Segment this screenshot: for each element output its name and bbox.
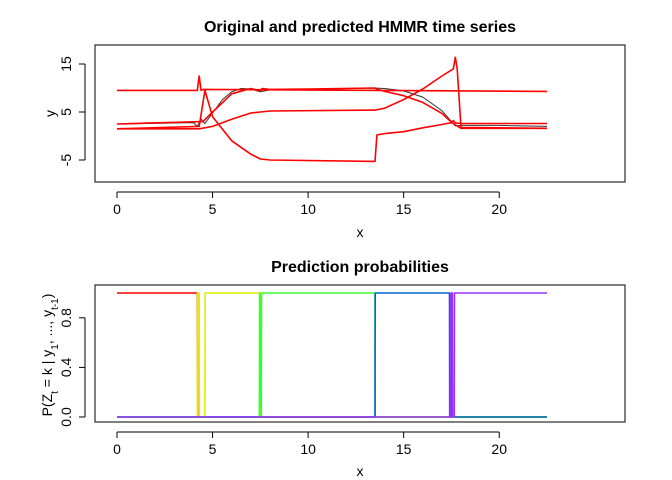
plot-frame bbox=[94, 284, 626, 423]
chart-title: Original and predicted HMMR time series bbox=[204, 19, 516, 36]
x-axis-label: x bbox=[357, 224, 364, 240]
y-tick-label: 15 bbox=[58, 56, 74, 72]
series-line-4 bbox=[117, 292, 547, 418]
panel-time-series: Original and predicted HMMR time series … bbox=[42, 19, 626, 240]
panel-prediction-probabilities: Prediction probabilities 0 5 10 15 20 0.0 0.4… bbox=[39, 259, 626, 479]
y-tick-label: 0.4 bbox=[58, 357, 74, 377]
x-axis: 0 5 10 15 20 bbox=[113, 431, 507, 457]
y-axis-label: y bbox=[42, 110, 58, 117]
series-line-3 bbox=[116, 87, 547, 125]
y-tick-label: 0.0 bbox=[58, 407, 74, 427]
series-line-3 bbox=[117, 292, 547, 418]
series-line-5 bbox=[116, 89, 547, 163]
series-line-5 bbox=[117, 292, 547, 418]
x-tick-label: 15 bbox=[396, 201, 412, 217]
series-group bbox=[116, 56, 548, 163]
series-group bbox=[117, 292, 547, 418]
y-tick-label: -5 bbox=[58, 154, 74, 167]
x-tick-label: 5 bbox=[209, 441, 217, 457]
chart-title: Prediction probabilities bbox=[271, 259, 449, 276]
series-line-2 bbox=[117, 292, 547, 418]
x-tick-label: 20 bbox=[491, 201, 507, 217]
y-axis-label: P(Zt = k | y1, ..., yt-1) bbox=[39, 294, 61, 417]
x-axis: 0 5 10 15 20 bbox=[113, 191, 507, 217]
x-tick-label: 10 bbox=[300, 201, 316, 217]
y-axis: -5 5 15 bbox=[58, 56, 86, 167]
series-line-1 bbox=[116, 87, 548, 127]
series-line-1 bbox=[117, 292, 547, 418]
x-axis-label: x bbox=[357, 463, 364, 479]
x-tick-label: 0 bbox=[113, 441, 121, 457]
x-tick-label: 10 bbox=[300, 441, 316, 457]
y-tick-label: 0.8 bbox=[58, 308, 74, 328]
x-tick-label: 15 bbox=[396, 441, 412, 457]
x-tick-label: 0 bbox=[113, 201, 121, 217]
plot-frame bbox=[94, 44, 626, 183]
x-tick-label: 5 bbox=[209, 201, 217, 217]
series-line-4 bbox=[117, 56, 548, 130]
y-tick-label: 5 bbox=[58, 108, 74, 116]
x-tick-label: 20 bbox=[491, 441, 507, 457]
y-axis: 0.0 0.4 0.8 bbox=[58, 308, 86, 427]
